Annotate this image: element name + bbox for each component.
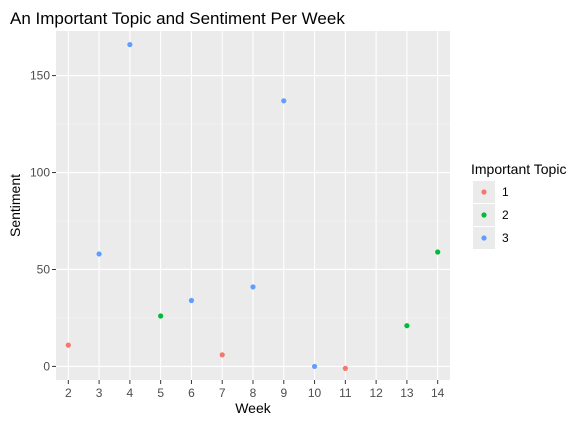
data-point-topic-3 — [96, 251, 102, 257]
data-point-topic-2 — [435, 249, 441, 255]
x-tick-label: 10 — [308, 386, 322, 400]
x-axis-ticks: 2 3 4 5 6 7 8 9 10 11 12 13 14 — [65, 380, 445, 400]
data-point-topic-1 — [342, 365, 348, 371]
y-tick-label: 0 — [43, 359, 50, 373]
x-axis-title: Week — [235, 400, 272, 416]
legend-entry-1: 1 — [473, 181, 509, 203]
x-tick-label: 3 — [96, 386, 103, 400]
y-axis-ticks: 0 50 100 150 — [30, 69, 56, 373]
y-tick-label: 100 — [30, 166, 50, 180]
x-tick-label: 14 — [431, 386, 445, 400]
major-gridlines — [56, 31, 450, 380]
data-point-topic-1 — [219, 352, 225, 358]
x-tick-label: 9 — [280, 386, 287, 400]
x-tick-label: 8 — [250, 386, 257, 400]
x-tick-label: 11 — [339, 386, 352, 400]
legend-key-point — [481, 235, 487, 241]
y-tick-label: 150 — [30, 69, 50, 83]
legend-entries: 1 2 3 — [473, 181, 509, 249]
chart-title: An Important Topic and Sentiment Per Wee… — [10, 9, 345, 28]
data-point-topic-3 — [250, 284, 256, 290]
legend-key-point — [481, 189, 487, 195]
x-tick-label: 12 — [369, 386, 383, 400]
x-tick-label: 2 — [65, 386, 72, 400]
y-axis-title: Sentiment — [7, 174, 23, 237]
legend-label: 1 — [502, 185, 509, 199]
data-point-topic-3 — [188, 297, 195, 304]
data-point-topic-3 — [127, 41, 133, 48]
legend-title: Important Topic — [471, 161, 566, 177]
data-point-topic-2 — [404, 323, 410, 329]
x-tick-label: 7 — [219, 386, 226, 400]
data-point-topic-2 — [158, 313, 164, 319]
data-point-topic-3 — [311, 363, 318, 370]
x-tick-label: 6 — [188, 386, 195, 400]
x-tick-label: 5 — [157, 386, 164, 400]
legend-label: 2 — [502, 208, 509, 222]
data-point-topic-1 — [65, 342, 71, 348]
legend-entry-3: 3 — [473, 227, 509, 249]
legend: Important Topic 1 2 3 — [471, 161, 566, 249]
legend-key-point — [481, 212, 487, 218]
data-point-topic-3 — [281, 98, 287, 104]
x-tick-label: 13 — [400, 386, 414, 400]
y-tick-label: 50 — [37, 262, 51, 276]
legend-label: 3 — [502, 231, 509, 245]
data-points — [65, 41, 441, 371]
legend-entry-2: 2 — [473, 204, 509, 226]
x-tick-label: 4 — [127, 386, 134, 400]
